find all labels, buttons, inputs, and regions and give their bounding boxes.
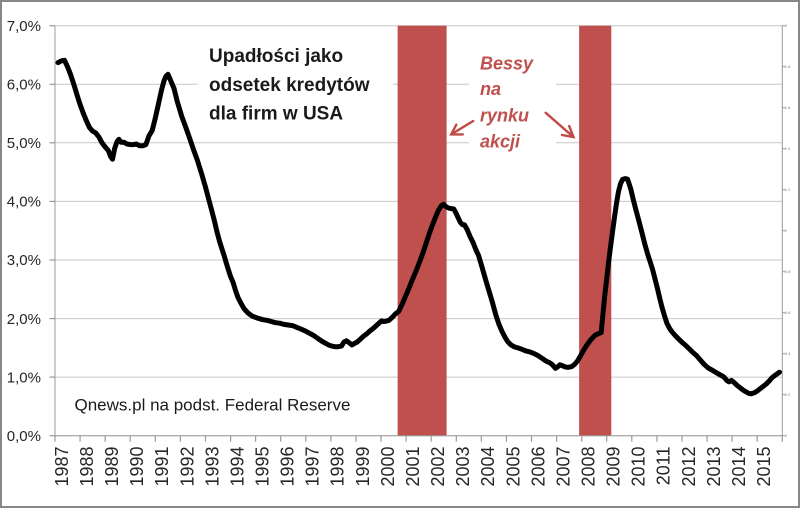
svg-text:1.2: 1.2 bbox=[785, 187, 791, 192]
svg-text:7,0%: 7,0% bbox=[7, 18, 41, 35]
svg-text:2010: 2010 bbox=[629, 447, 649, 487]
svg-text:2001: 2001 bbox=[403, 447, 423, 487]
svg-text:1,0%: 1,0% bbox=[7, 369, 41, 386]
svg-text:1996: 1996 bbox=[278, 447, 298, 487]
svg-text:0.2: 0.2 bbox=[785, 392, 791, 397]
svg-text:1995: 1995 bbox=[253, 447, 273, 487]
svg-text:1998: 1998 bbox=[328, 447, 348, 487]
svg-text:1.6: 1.6 bbox=[785, 105, 791, 110]
svg-text:Bessy: Bessy bbox=[480, 54, 534, 74]
svg-text:1992: 1992 bbox=[177, 447, 197, 487]
svg-text:2005: 2005 bbox=[503, 447, 523, 487]
svg-text:dla firm w USA: dla firm w USA bbox=[209, 104, 343, 125]
svg-text:1.8: 1.8 bbox=[785, 64, 791, 69]
svg-text:2,0%: 2,0% bbox=[7, 311, 41, 328]
svg-text:1991: 1991 bbox=[152, 447, 172, 487]
svg-text:2009: 2009 bbox=[604, 447, 624, 487]
svg-text:4,0%: 4,0% bbox=[7, 194, 41, 211]
svg-text:rynku: rynku bbox=[480, 106, 529, 126]
svg-text:0.6: 0.6 bbox=[785, 310, 791, 315]
svg-text:2011: 2011 bbox=[654, 447, 674, 486]
svg-text:1997: 1997 bbox=[303, 447, 323, 487]
svg-text:2004: 2004 bbox=[478, 447, 498, 487]
svg-text:2002: 2002 bbox=[428, 447, 448, 487]
svg-text:6,0%: 6,0% bbox=[7, 77, 41, 94]
svg-text:0.8: 0.8 bbox=[785, 269, 791, 274]
svg-text:5,0%: 5,0% bbox=[7, 135, 41, 152]
svg-text:odsetek kredytów: odsetek kredytów bbox=[209, 75, 370, 96]
svg-text:3,0%: 3,0% bbox=[7, 252, 41, 269]
svg-text:1990: 1990 bbox=[127, 447, 147, 487]
svg-text:1994: 1994 bbox=[227, 447, 247, 487]
svg-text:1999: 1999 bbox=[353, 447, 373, 487]
svg-text:0.4: 0.4 bbox=[785, 351, 791, 356]
svg-text:2003: 2003 bbox=[453, 447, 473, 487]
svg-text:0,0%: 0,0% bbox=[7, 428, 41, 445]
svg-text:2: 2 bbox=[785, 23, 788, 28]
svg-text:1993: 1993 bbox=[202, 447, 222, 487]
svg-text:2006: 2006 bbox=[528, 447, 548, 487]
svg-text:1987: 1987 bbox=[52, 447, 72, 487]
svg-text:akcji: akcji bbox=[480, 132, 521, 152]
svg-text:2014: 2014 bbox=[729, 447, 749, 487]
svg-text:2008: 2008 bbox=[579, 447, 599, 487]
svg-text:2000: 2000 bbox=[378, 447, 398, 487]
svg-text:0: 0 bbox=[785, 433, 788, 438]
svg-text:1989: 1989 bbox=[102, 447, 122, 487]
svg-text:2012: 2012 bbox=[679, 447, 699, 487]
svg-text:na: na bbox=[480, 79, 501, 99]
svg-text:1988: 1988 bbox=[77, 447, 97, 487]
svg-text:2015: 2015 bbox=[754, 447, 774, 487]
svg-text:2007: 2007 bbox=[553, 447, 573, 487]
svg-text:1: 1 bbox=[785, 228, 788, 233]
svg-text:2013: 2013 bbox=[704, 447, 724, 487]
svg-text:Upadłości jako: Upadłości jako bbox=[209, 46, 343, 67]
svg-text:1.4: 1.4 bbox=[785, 146, 791, 151]
svg-text:Qnews.pl na podst. Federal Res: Qnews.pl na podst. Federal Reserve bbox=[75, 396, 351, 415]
